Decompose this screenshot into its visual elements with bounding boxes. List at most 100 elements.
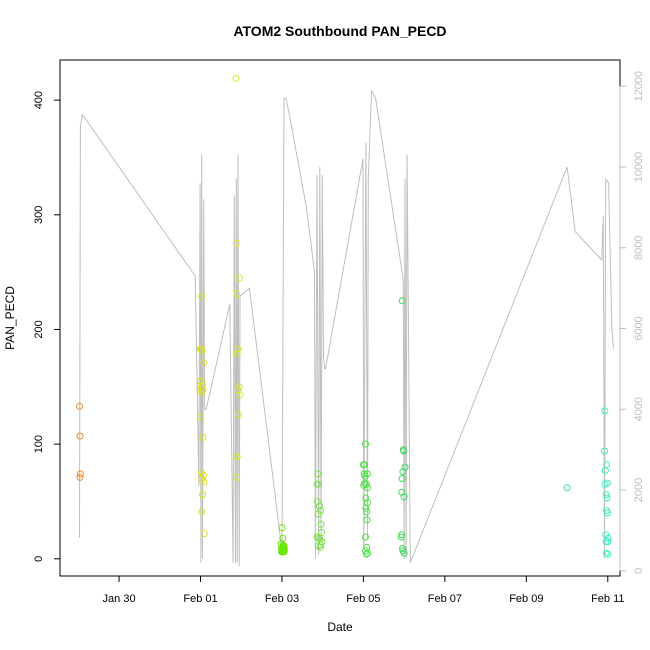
data-point bbox=[363, 508, 371, 516]
x-tick-label: Feb 03 bbox=[265, 593, 299, 605]
data-point bbox=[398, 297, 406, 305]
y2-tick-label: 4000 bbox=[633, 397, 645, 421]
data-point bbox=[198, 508, 206, 516]
data-point bbox=[362, 504, 370, 512]
x-tick-label: Feb 01 bbox=[183, 593, 217, 605]
data-point bbox=[76, 432, 84, 440]
data-point bbox=[400, 493, 408, 501]
data-point bbox=[199, 491, 206, 499]
chart-title: ATOM2 Southbound PAN_PECD bbox=[233, 23, 446, 39]
y-axis-left: 0 100 200 300 400 bbox=[33, 91, 61, 562]
data-point bbox=[400, 447, 408, 455]
data-point bbox=[199, 471, 207, 479]
data-point bbox=[198, 292, 206, 300]
x-axis-label: Date bbox=[327, 620, 353, 634]
data-point bbox=[604, 538, 612, 546]
data-point bbox=[362, 440, 369, 448]
data-point bbox=[232, 240, 240, 247]
data-point bbox=[399, 468, 407, 476]
data-point bbox=[200, 530, 208, 538]
data-point bbox=[362, 550, 370, 558]
data-point bbox=[602, 549, 610, 557]
data-point bbox=[397, 533, 405, 541]
data-point bbox=[360, 481, 368, 489]
y-tick-label: 200 bbox=[33, 320, 45, 338]
y-tick-label: 400 bbox=[33, 91, 45, 109]
data-point bbox=[233, 350, 241, 357]
y-axis-right: 0 2000 4000 6000 8000 10000 12000 bbox=[619, 71, 645, 574]
data-point bbox=[233, 473, 241, 481]
data-point bbox=[197, 389, 205, 396]
y2-tick-label: 8000 bbox=[633, 236, 645, 260]
x-tick-label: Jan 30 bbox=[103, 593, 136, 605]
data-point bbox=[601, 467, 609, 474]
y2-tick-label: 6000 bbox=[633, 316, 645, 340]
data-point bbox=[364, 549, 371, 557]
data-point bbox=[603, 494, 611, 502]
data-point bbox=[278, 548, 286, 556]
grey-line-series bbox=[79, 90, 614, 567]
data-point bbox=[314, 470, 322, 478]
data-point bbox=[364, 484, 371, 492]
data-point bbox=[76, 402, 83, 410]
y-tick-label: 100 bbox=[33, 435, 45, 453]
data-point bbox=[362, 494, 370, 502]
x-tick-label: Feb 05 bbox=[346, 593, 380, 605]
y2-tick-label: 0 bbox=[633, 568, 645, 574]
data-point bbox=[318, 528, 325, 536]
data-point bbox=[313, 498, 321, 505]
data-point bbox=[76, 470, 84, 478]
data-point bbox=[601, 407, 609, 415]
data-point bbox=[400, 549, 408, 557]
data-point bbox=[235, 274, 243, 282]
data-point bbox=[361, 461, 369, 469]
data-point bbox=[315, 502, 323, 510]
data-point bbox=[234, 410, 242, 418]
data-point bbox=[236, 391, 244, 399]
y-axis-label: PAN_PECD bbox=[3, 286, 17, 350]
scatter-points bbox=[76, 74, 612, 558]
data-point bbox=[361, 472, 369, 480]
data-point bbox=[363, 516, 371, 524]
data-point bbox=[197, 384, 205, 392]
data-point bbox=[235, 383, 243, 391]
data-point bbox=[603, 509, 611, 517]
data-point bbox=[234, 386, 242, 394]
data-point bbox=[280, 548, 288, 556]
y-tick-label: 0 bbox=[33, 556, 45, 562]
data-point bbox=[199, 433, 207, 441]
altitude-line bbox=[79, 90, 614, 567]
y2-tick-label: 10000 bbox=[633, 152, 645, 183]
data-point bbox=[316, 543, 324, 551]
data-point bbox=[234, 345, 242, 353]
data-point bbox=[398, 475, 406, 482]
data-point bbox=[362, 533, 369, 541]
data-point bbox=[278, 524, 286, 532]
data-point bbox=[315, 480, 323, 488]
data-point bbox=[200, 478, 208, 486]
data-point bbox=[563, 484, 571, 492]
y-tick-label: 300 bbox=[33, 206, 45, 224]
data-point bbox=[200, 359, 208, 367]
x-tick-label: Feb 11 bbox=[591, 593, 624, 605]
data-point bbox=[197, 413, 204, 421]
data-point bbox=[198, 475, 206, 482]
data-point bbox=[198, 347, 206, 355]
data-point bbox=[603, 479, 611, 487]
x-tick-label: Feb 09 bbox=[509, 593, 543, 605]
data-point bbox=[602, 491, 610, 499]
y2-tick-label: 2000 bbox=[633, 478, 645, 502]
data-point bbox=[233, 453, 241, 461]
x-tick-label: Feb 07 bbox=[428, 593, 462, 605]
data-point bbox=[197, 377, 204, 385]
data-point bbox=[601, 447, 608, 455]
data-point bbox=[232, 74, 240, 82]
x-axis: Jan 30 Feb 01 Feb 03 Feb 05 Feb 07 Feb 09 Feb … bbox=[103, 575, 625, 605]
data-point bbox=[604, 550, 612, 558]
data-point bbox=[233, 290, 241, 298]
data-point bbox=[604, 534, 612, 542]
y2-tick-label: 12000 bbox=[633, 71, 645, 102]
data-point bbox=[362, 547, 369, 555]
